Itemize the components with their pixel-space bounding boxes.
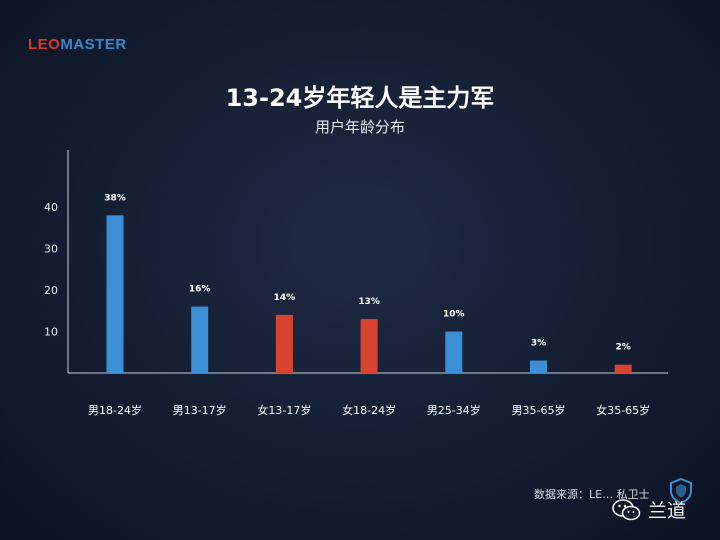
chart-subtitle: 用户年龄分布	[314, 118, 405, 136]
x-tick-label: 女13-17岁	[257, 403, 311, 417]
data-label: 3%	[531, 339, 546, 349]
data-label: 14%	[274, 293, 296, 303]
logo-leo: LEO	[28, 36, 61, 53]
bar	[191, 306, 209, 373]
bar	[614, 364, 632, 373]
data-label: 16%	[189, 285, 211, 295]
y-tick-label: 40	[44, 201, 58, 214]
x-tick-label: 男18-24岁	[88, 403, 142, 417]
bar	[106, 215, 124, 373]
wechat-icon	[612, 498, 641, 520]
logo-master: MASTER	[60, 36, 127, 53]
leomaster-logo: LEOMASTER	[28, 36, 127, 53]
x-tick-label: 男13-17岁	[173, 403, 227, 417]
wechat-watermark: 兰道	[612, 496, 686, 523]
bar	[275, 314, 293, 373]
data-label: 10%	[443, 310, 465, 320]
chart-title: 13-24岁年轻人是主力军	[225, 84, 495, 112]
x-tick-label: 男25-34岁	[427, 403, 481, 417]
data-source-note: 数据来源：LE… 私卫士	[534, 488, 650, 501]
bar	[530, 360, 547, 373]
x-tick-label: 女18-24岁	[342, 403, 396, 417]
y-tick-label: 30	[44, 243, 58, 256]
bar	[360, 319, 378, 373]
data-label: 38%	[104, 193, 126, 203]
x-tick-label: 女35-65岁	[596, 403, 650, 417]
y-tick-label: 10	[44, 326, 58, 339]
shield-icon	[670, 478, 692, 504]
watermark-text: 兰道	[648, 500, 687, 522]
bar	[445, 331, 463, 373]
y-tick-label: 20	[44, 284, 58, 297]
data-label: 13%	[358, 297, 380, 307]
x-tick-label: 男35-65岁	[512, 403, 566, 417]
data-label: 2%	[616, 343, 631, 353]
